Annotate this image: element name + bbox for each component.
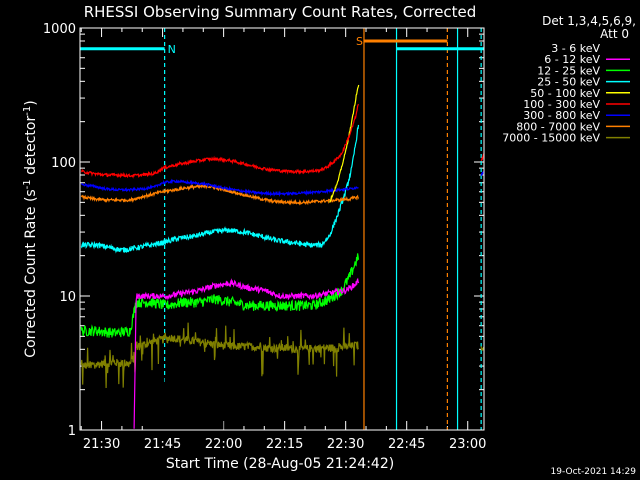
x-tick-label: 22:00 <box>205 437 242 452</box>
x-tick-label: 22:15 <box>266 437 303 452</box>
legend-label: 50 - 100 keV <box>530 87 600 100</box>
legend-label: 12 - 25 keV <box>537 64 600 77</box>
legend-label: 800 - 7000 keV <box>516 120 600 133</box>
y-tick-label: 100 <box>51 156 76 171</box>
series-line-300-800-kev <box>80 178 359 198</box>
chart-title: RHESSI Observing Summary Count Rates, Co… <box>84 3 477 21</box>
y-tick-label: 10 <box>59 290 76 305</box>
y-tick-label: 1000 <box>43 22 76 37</box>
series-line-50-100-kev <box>328 84 360 203</box>
legend-label: 7000 - 15000 keV <box>502 132 600 145</box>
y-axis-label-part: detector <box>23 116 39 180</box>
x-tick-label: 23:00 <box>449 437 486 452</box>
series-line-300-800-kev <box>480 171 484 176</box>
series-line-25-50-kev <box>80 124 360 254</box>
series-line-3-6-kev <box>158 374 224 430</box>
series-line-7000-15000-kev <box>80 322 359 389</box>
y-axis-label-sup: -1 <box>22 106 33 116</box>
series-layer <box>80 84 484 430</box>
legend-label: 25 - 50 keV <box>537 76 600 89</box>
legend-header-line: Det 1,3,4,5,6,9, <box>542 14 636 28</box>
legend-label: 3 - 6 keV <box>551 42 600 55</box>
x-tick-label: 22:45 <box>388 437 425 452</box>
legend-label: 100 - 300 keV <box>523 98 600 111</box>
legend-header-line: Att 0 <box>600 27 629 41</box>
y-axis-label: Corrected Count Rate (s-1 detector-1) <box>22 100 39 357</box>
x-tick-label: 22:30 <box>327 437 364 452</box>
y-tick-label: 1 <box>68 424 76 439</box>
footer-date: 19-Oct-2021 14:29 <box>551 467 637 477</box>
legend-label: 6 - 12 keV <box>544 53 600 66</box>
series-line-6-12-kev <box>133 277 360 429</box>
x-tick-label: 21:30 <box>83 437 120 452</box>
flag-layer: NS <box>80 28 484 430</box>
x-tick-label: 21:45 <box>144 437 181 452</box>
series-line-12-25-kev <box>80 253 360 338</box>
y-axis-label-sup: -1 <box>22 179 33 189</box>
flag-label: S <box>356 35 363 48</box>
y-axis-label-part: Corrected Count Rate (s <box>23 189 39 357</box>
series-line-7000-15000-kev <box>480 346 484 351</box>
series-line-100-300-kev <box>480 153 484 162</box>
series-line-800-7000-kev <box>80 183 360 206</box>
x-axis-label: Start Time (28-Aug-05 21:24:42) <box>166 456 394 472</box>
plot-frame <box>79 27 485 431</box>
legend-label: 300 - 800 keV <box>523 109 600 122</box>
flag-label: N <box>168 43 176 56</box>
series-line-100-300-kev <box>81 103 360 179</box>
y-axis-label-part: ) <box>23 100 39 105</box>
